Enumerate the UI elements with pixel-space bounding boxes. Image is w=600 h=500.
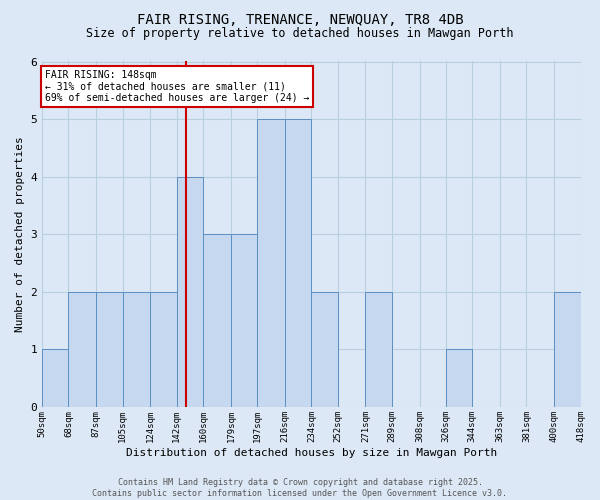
Bar bbox=[311, 292, 338, 407]
Bar bbox=[446, 350, 472, 407]
Bar bbox=[96, 292, 122, 407]
Bar bbox=[554, 292, 581, 407]
Y-axis label: Number of detached properties: Number of detached properties bbox=[15, 136, 25, 332]
Text: FAIR RISING, TRENANCE, NEWQUAY, TR8 4DB: FAIR RISING, TRENANCE, NEWQUAY, TR8 4DB bbox=[137, 12, 463, 26]
Bar bbox=[257, 119, 285, 407]
Bar bbox=[68, 292, 96, 407]
Bar bbox=[285, 119, 311, 407]
Bar bbox=[203, 234, 231, 407]
Bar bbox=[42, 350, 68, 407]
X-axis label: Distribution of detached houses by size in Mawgan Porth: Distribution of detached houses by size … bbox=[126, 448, 497, 458]
Text: Size of property relative to detached houses in Mawgan Porth: Size of property relative to detached ho… bbox=[86, 28, 514, 40]
Text: FAIR RISING: 148sqm
← 31% of detached houses are smaller (11)
69% of semi-detach: FAIR RISING: 148sqm ← 31% of detached ho… bbox=[45, 70, 310, 103]
Bar bbox=[151, 292, 177, 407]
Bar bbox=[365, 292, 392, 407]
Bar bbox=[122, 292, 151, 407]
Bar bbox=[177, 176, 203, 407]
Text: Contains HM Land Registry data © Crown copyright and database right 2025.
Contai: Contains HM Land Registry data © Crown c… bbox=[92, 478, 508, 498]
Bar bbox=[231, 234, 257, 407]
